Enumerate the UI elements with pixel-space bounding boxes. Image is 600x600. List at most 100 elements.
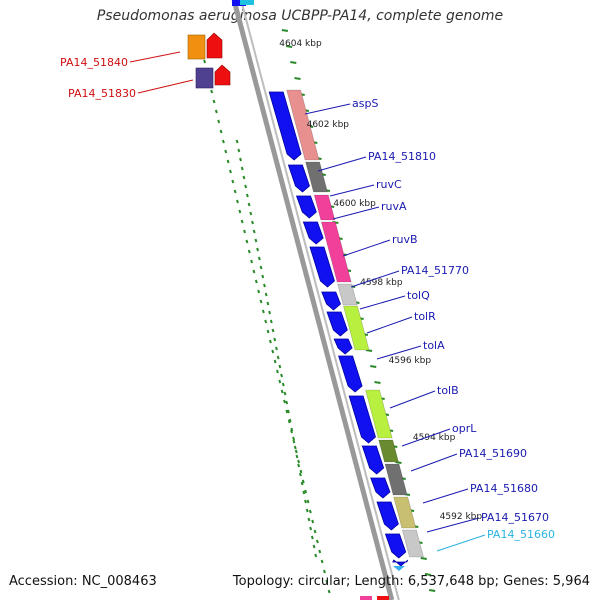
gc-dot-inner — [242, 175, 246, 180]
ruler-tick — [370, 365, 377, 368]
gc-dot-inner — [273, 337, 277, 342]
gene-label-tola: tolA — [423, 339, 445, 352]
gc-dot-outer — [306, 499, 310, 504]
cog-block — [305, 161, 328, 193]
gc-dot-inner — [314, 553, 318, 558]
gene-labels: PA14_51840 PA14_51830 aspS PA14_51810 ruvC ru… — [60, 51, 555, 552]
gene-leader-line — [329, 184, 375, 197]
gc-dot-inner — [245, 193, 249, 198]
gene-label-pa14_51830: PA14_51830 — [68, 87, 136, 100]
rev-gene-partial — [240, 0, 254, 5]
cog-block-partial — [377, 596, 389, 600]
gc-dot-inner — [304, 499, 307, 504]
ruler-label: 4598 kbp — [360, 278, 403, 288]
gc-dot-outer — [264, 319, 268, 324]
gene-leader-line — [422, 488, 469, 504]
gene-leader-line — [426, 517, 480, 533]
gene-leader-line — [129, 51, 181, 63]
rev-gene-purple — [195, 67, 214, 89]
gc-dot-outer — [243, 229, 246, 234]
gc-dot-inner — [293, 445, 297, 450]
gc-dot-outer — [318, 549, 322, 554]
gc-dot-inner — [297, 463, 301, 468]
gc-dot-inner — [309, 526, 313, 531]
gc-dot-inner — [295, 454, 299, 459]
ruler-label: 4604 kbp — [279, 39, 322, 49]
gc-dot-inner — [298, 472, 302, 477]
gene-label-oprl: oprL — [452, 422, 477, 435]
cds-arrow — [338, 355, 363, 393]
gc-dot-outer — [297, 459, 301, 464]
gc-dot-inner — [276, 355, 280, 360]
backbone-inner-line — [240, 0, 400, 600]
gc-dot-inner — [274, 346, 278, 351]
gc-dot-outer — [236, 199, 239, 204]
gc-dot-inner — [266, 301, 270, 306]
cds-arrow — [302, 221, 324, 245]
gene-label-asps: aspS — [352, 97, 378, 110]
gene-leader-line — [332, 206, 380, 220]
gene-leader-line — [376, 345, 422, 360]
gc-dot-outer — [252, 269, 256, 274]
gc-dot-outer — [268, 339, 272, 344]
gc-dot-outer — [247, 249, 251, 254]
ruler-tick — [424, 573, 432, 576]
gc-dot-outer — [254, 279, 258, 284]
cog-block — [365, 389, 393, 439]
gc-dot-inner — [252, 229, 256, 234]
gc-dot-inner — [312, 544, 316, 549]
cds-track — [232, 0, 409, 567]
ruler-label: 4592 kbp — [440, 512, 483, 522]
gc-dot-outer — [233, 189, 237, 194]
gc-dot-inner — [278, 364, 282, 369]
gc-dot-inner — [307, 517, 311, 522]
gene-label-tolq: tolQ — [407, 289, 430, 302]
gc-dot-inner — [281, 382, 285, 387]
cog-block — [343, 305, 370, 351]
gc-dot-inner — [290, 427, 294, 432]
gene-leader-line — [350, 270, 400, 288]
gc-dot-outer — [271, 349, 275, 354]
gc-dot-outer — [301, 479, 305, 484]
gc-dot-inner — [285, 400, 289, 405]
gc-dot-outer — [261, 309, 265, 314]
reverse-strand-track — [187, 0, 254, 89]
gc-dot-inner — [286, 409, 290, 414]
gc-dot-outer — [259, 299, 263, 304]
rev-gene-red — [214, 64, 231, 86]
gene-label-pa14_51810: PA14_51810 — [368, 150, 436, 163]
gene-label-pa14_51770: PA14_51770 — [401, 264, 469, 277]
gc-dot-outer — [245, 239, 249, 244]
gc-dot-outer — [210, 89, 214, 94]
gc-dot-inner — [261, 274, 265, 279]
gc-dot-outer — [219, 129, 223, 134]
gene-label-ruvc: ruvC — [376, 178, 402, 191]
ruler-tick — [294, 77, 301, 80]
cds-arrow — [309, 246, 335, 288]
gene-label-pa14_51670: PA14_51670 — [481, 511, 549, 524]
gc-dot-outer — [276, 369, 279, 374]
cds-arrow — [348, 395, 376, 444]
ruler-tick — [285, 45, 293, 48]
gc-dot-inner — [300, 481, 304, 486]
ruler-label: 4600 kbp — [333, 199, 376, 209]
gene-label-pa14_51690: PA14_51690 — [459, 447, 527, 460]
cds-arrow-partial — [232, 0, 246, 6]
gc-dot-outer — [273, 359, 277, 364]
gc-dot-inner — [259, 265, 263, 270]
gc-dot-inner — [264, 292, 268, 297]
gc-dot-inner — [292, 436, 295, 441]
cds-arrow — [295, 195, 317, 219]
gc-dot-outer — [315, 539, 319, 544]
gene-leader-line — [410, 453, 458, 472]
gc-dot-outer — [212, 99, 216, 104]
gene-label-ruvb: ruvB — [392, 233, 418, 246]
gc-dot-inner — [235, 139, 239, 144]
gc-dot-outer — [311, 519, 315, 524]
ruler-label: 4594 kbp — [413, 433, 456, 443]
gc-dot-inner — [256, 247, 260, 252]
ruler-tick — [420, 557, 427, 560]
cds-arrow — [361, 445, 385, 475]
gc-dot-outer — [313, 529, 317, 534]
gene-label-pa14_51840: PA14_51840 — [60, 56, 128, 69]
